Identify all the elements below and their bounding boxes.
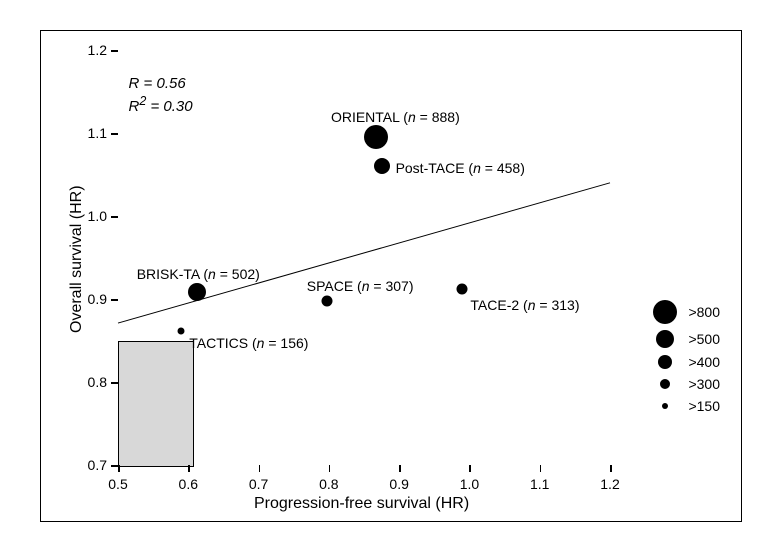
legend-label: >150	[688, 398, 720, 414]
x-tick-label: 1.0	[460, 476, 479, 492]
legend-marker	[660, 379, 670, 389]
data-point	[457, 284, 468, 295]
r2-stat: R2 = 0.30	[129, 94, 193, 117]
x-tick-label: 1.2	[600, 476, 619, 492]
data-point	[364, 125, 388, 149]
x-tick-label: 0.7	[249, 476, 268, 492]
y-tick-label: 0.8	[79, 374, 107, 390]
x-tick-mark	[329, 465, 331, 472]
point-label: TACTICS (n = 156)	[189, 335, 308, 351]
y-tick-label: 1.0	[79, 208, 107, 224]
legend-marker	[656, 330, 674, 348]
chart-container: R = 0.56 R2 = 0.30 Progression-free surv…	[0, 0, 778, 551]
stats-text: R = 0.56 R2 = 0.30	[129, 75, 193, 117]
y-tick-mark	[111, 465, 118, 467]
y-tick-mark	[111, 133, 118, 135]
y-tick-mark	[111, 216, 118, 218]
point-label: Post-TACE (n = 458)	[396, 160, 525, 176]
x-tick-label: 0.5	[108, 476, 127, 492]
x-tick-mark	[259, 465, 261, 472]
legend-item: >500	[650, 330, 720, 348]
x-tick-mark	[469, 465, 471, 472]
x-tick-mark	[399, 465, 401, 472]
point-label: SPACE (n = 307)	[307, 278, 414, 294]
x-tick-label: 0.8	[319, 476, 338, 492]
y-tick-label: 0.7	[79, 457, 107, 473]
legend-item: >300	[650, 376, 720, 392]
data-point	[178, 327, 185, 334]
x-axis-label: Progression-free survival (HR)	[254, 495, 469, 513]
legend-label: >800	[688, 304, 720, 320]
legend-marker	[653, 300, 677, 324]
point-label: ORIENTAL (n = 888)	[331, 109, 460, 125]
x-tick-label: 0.9	[389, 476, 408, 492]
x-tick-label: 0.6	[179, 476, 198, 492]
plot-area	[0, 0, 778, 551]
data-point	[188, 283, 206, 301]
legend-label: >500	[688, 331, 720, 347]
x-tick-mark	[188, 465, 190, 472]
legend-label: >400	[688, 354, 720, 370]
point-label: TACE-2 (n = 313)	[470, 297, 579, 313]
legend-item: >400	[650, 354, 720, 370]
legend-item: >800	[650, 300, 720, 324]
data-point	[374, 158, 390, 174]
y-tick-label: 1.2	[79, 42, 107, 58]
x-tick-mark	[118, 465, 120, 472]
y-tick-label: 1.1	[79, 125, 107, 141]
x-tick-mark	[610, 465, 612, 472]
legend-label: >300	[688, 376, 720, 392]
y-tick-label: 0.9	[79, 291, 107, 307]
y-tick-mark	[111, 50, 118, 52]
legend-marker	[658, 355, 672, 369]
legend-item: >150	[650, 398, 720, 414]
x-tick-mark	[540, 465, 542, 472]
point-label: BRISK-TA (n = 502)	[137, 266, 260, 282]
trend-line	[0, 0, 778, 551]
r-stat: R = 0.56	[129, 75, 193, 94]
data-point	[321, 295, 332, 306]
x-tick-label: 1.1	[530, 476, 549, 492]
y-tick-mark	[111, 299, 118, 301]
legend-marker	[662, 403, 668, 409]
y-tick-mark	[111, 382, 118, 384]
size-legend: >800 >500 >400 >300 >150	[650, 300, 720, 420]
